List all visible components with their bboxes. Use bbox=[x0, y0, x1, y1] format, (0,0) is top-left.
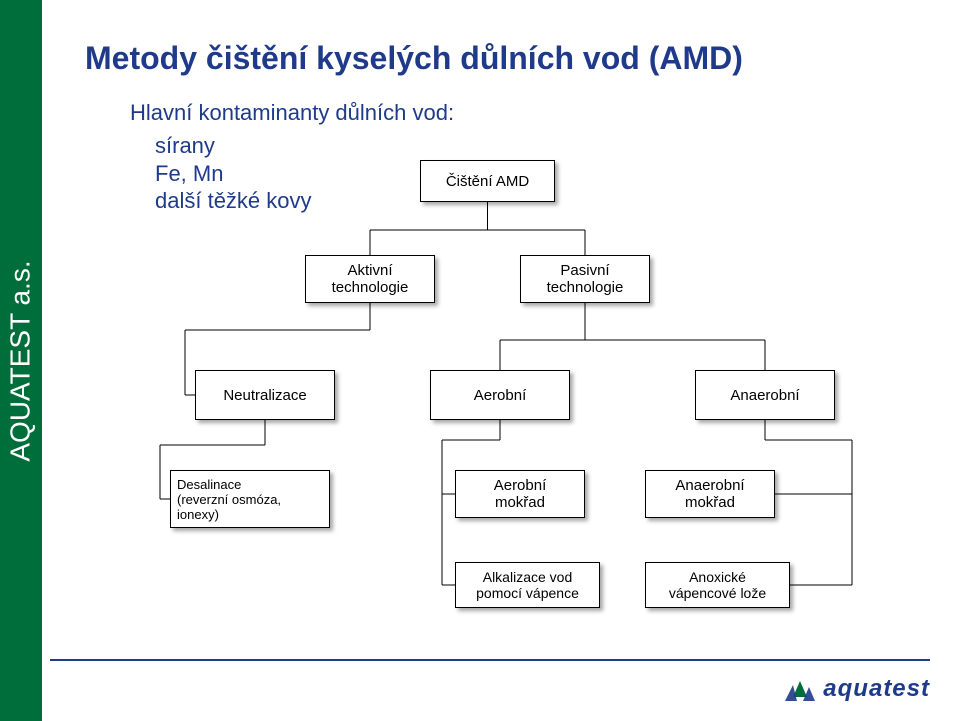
list-item: sírany bbox=[155, 132, 312, 160]
page-title: Metody čištění kyselých důlních vod (AMD… bbox=[85, 40, 743, 77]
footer-divider bbox=[50, 659, 930, 661]
diagram-node-neutral: Neutralizace bbox=[195, 370, 335, 420]
list-item: Fe, Mn bbox=[155, 160, 312, 188]
contaminant-list: sírany Fe, Mn další těžké kovy bbox=[155, 132, 312, 215]
diagram-node-ana_mokrad: Anaerobnímokřad bbox=[645, 470, 775, 518]
slide: AQUATEST a.s. Metody čištění kyselých dů… bbox=[0, 0, 960, 721]
logo-text: aquatest bbox=[823, 675, 930, 703]
diagram-node-anoxicke: Anoxickévápencové lože bbox=[645, 562, 790, 608]
logo: aquatest bbox=[785, 675, 930, 703]
diagram-node-aer_mokrad: Aerobnímokřad bbox=[455, 470, 585, 518]
logo-icon bbox=[785, 675, 815, 703]
list-item: další těžké kovy bbox=[155, 187, 312, 215]
diagram-node-root: Čištění AMD bbox=[420, 160, 555, 202]
sidebar: AQUATEST a.s. bbox=[0, 0, 42, 721]
diagram-node-aerobni: Aerobní bbox=[430, 370, 570, 420]
diagram-node-anaerobni: Anaerobní bbox=[695, 370, 835, 420]
diagram-node-aktivni: Aktivnítechnologie bbox=[305, 255, 435, 303]
diagram-node-desalinace: Desalinace(reverzní osmóza,ionexy) bbox=[170, 470, 330, 528]
diagram-node-alkalizace: Alkalizace vodpomocí vápence bbox=[455, 562, 600, 608]
diagram-node-pasivni: Pasivnítechnologie bbox=[520, 255, 650, 303]
sidebar-text: AQUATEST a.s. bbox=[5, 260, 37, 461]
subtitle: Hlavní kontaminanty důlních vod: bbox=[130, 100, 454, 126]
